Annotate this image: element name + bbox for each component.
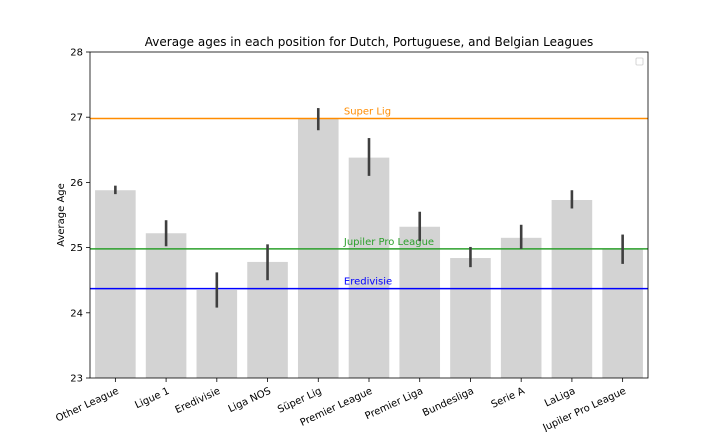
- reference-lines-group: Super Lig Jupiler Pro League Eredivisie: [90, 107, 648, 290]
- bar: [95, 190, 136, 378]
- x-tick-label: Premier Liga: [364, 386, 425, 422]
- reference-line-label: Eredivisie: [344, 277, 392, 288]
- bar: [602, 248, 643, 378]
- bar: [399, 226, 441, 378]
- y-axis: 23 24 25 26 27 28: [70, 48, 90, 385]
- y-tick-label: 25: [70, 243, 83, 254]
- bar: [348, 157, 390, 378]
- x-axis: Other League Ligue 1 Eredivisie Liga NOS Süp…: [54, 378, 628, 432]
- y-axis-title: Average Age: [56, 183, 67, 247]
- bar: [145, 233, 187, 378]
- x-tick-label: Jupiler Pro League: [541, 386, 628, 432]
- bar: [450, 258, 491, 378]
- reference-line-label: Super Lig: [344, 107, 391, 118]
- x-tick-label: Bundesliga: [421, 386, 476, 419]
- plot-frame: [89, 51, 649, 379]
- y-tick-label: 26: [70, 178, 83, 189]
- y-tick-label: 24: [70, 308, 83, 319]
- y-tick-label: 23: [70, 374, 83, 385]
- bar: [500, 237, 542, 378]
- x-tick-label: Other League: [54, 386, 120, 425]
- x-tick-label: Eredivisie: [174, 386, 222, 416]
- x-tick-label: Ligue 1: [133, 386, 171, 411]
- legend-box: [635, 57, 644, 66]
- y-tick-label: 28: [70, 48, 83, 59]
- x-tick-label: LaLiga: [543, 386, 577, 410]
- y-tick-label: 27: [70, 113, 83, 124]
- x-tick-label: Liga NOS: [227, 386, 273, 415]
- x-tick-label: Serie A: [490, 386, 527, 411]
- chart-title: Average ages in each position for Dutch,…: [145, 35, 593, 49]
- bar: [247, 261, 288, 378]
- error-bars-group: [114, 108, 624, 308]
- reference-line-label: Jupiler Pro League: [343, 237, 434, 248]
